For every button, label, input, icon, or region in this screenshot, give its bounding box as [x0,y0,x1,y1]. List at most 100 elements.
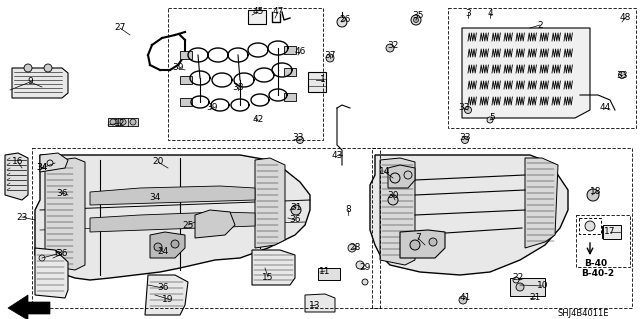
Polygon shape [462,28,590,118]
Text: 37: 37 [324,50,336,60]
Text: 22: 22 [513,273,524,283]
Text: 17: 17 [604,227,616,236]
Text: 30: 30 [387,191,399,201]
Text: 5: 5 [489,113,495,122]
Circle shape [386,44,394,52]
Text: 24: 24 [157,248,168,256]
Polygon shape [380,158,415,265]
Polygon shape [145,275,188,315]
Text: 33: 33 [460,133,471,143]
Circle shape [429,238,437,246]
Text: 43: 43 [332,151,342,160]
Text: 42: 42 [252,115,264,124]
Text: 7: 7 [415,234,421,242]
Text: 33: 33 [292,133,304,143]
Circle shape [413,18,419,23]
Text: 33: 33 [616,70,628,79]
Text: 27: 27 [115,24,125,33]
Text: 35: 35 [412,11,424,19]
Circle shape [410,240,420,250]
Text: 46: 46 [294,48,306,56]
Text: 36: 36 [56,249,68,258]
Polygon shape [5,153,28,200]
Text: 48: 48 [620,13,630,23]
Circle shape [39,255,45,261]
Polygon shape [8,295,50,319]
Text: 32: 32 [387,41,399,49]
Text: 39: 39 [206,103,218,113]
Text: 18: 18 [590,188,602,197]
Circle shape [44,64,52,72]
Text: 23: 23 [16,212,28,221]
Bar [372,148,632,308]
Text: 33: 33 [458,103,470,113]
Text: 3: 3 [465,9,471,18]
Text: 14: 14 [380,167,390,176]
Bar [576,215,630,267]
Circle shape [587,189,599,201]
Polygon shape [150,232,185,258]
Bar [168,8,323,140]
Polygon shape [252,250,295,285]
Text: 34: 34 [149,194,161,203]
Polygon shape [388,165,415,188]
Bar [284,68,296,76]
Circle shape [362,279,368,285]
Text: 47: 47 [272,8,284,17]
Bar [180,98,192,106]
Bar [448,8,636,128]
Circle shape [291,205,301,215]
Polygon shape [90,212,255,232]
Text: 15: 15 [262,272,274,281]
Text: 39: 39 [172,63,184,72]
Circle shape [487,117,493,123]
Bar [32,148,380,308]
Text: 25: 25 [182,220,194,229]
Text: 10: 10 [537,281,548,291]
Circle shape [411,15,421,25]
Circle shape [296,137,303,144]
Polygon shape [40,153,68,172]
Text: 21: 21 [529,293,541,302]
Polygon shape [255,158,285,248]
Text: 6: 6 [54,249,60,258]
Polygon shape [400,230,445,258]
Circle shape [120,119,126,125]
Text: 45: 45 [252,8,264,17]
Polygon shape [45,158,85,270]
Text: 13: 13 [309,300,321,309]
Text: 36: 36 [157,284,169,293]
Circle shape [388,195,398,205]
Text: 2: 2 [537,20,543,29]
Circle shape [154,243,162,251]
Text: 8: 8 [345,205,351,214]
Text: 29: 29 [359,263,371,272]
Circle shape [348,244,356,252]
Polygon shape [90,186,255,205]
Bar [603,225,621,239]
Polygon shape [195,210,235,238]
Bar [248,10,266,24]
Text: 44: 44 [600,103,611,113]
Bar [284,46,296,54]
Text: 31: 31 [291,203,301,211]
Text: 9: 9 [27,78,33,86]
Circle shape [459,296,467,304]
Polygon shape [35,248,68,298]
Polygon shape [35,155,310,280]
Circle shape [516,283,524,291]
Polygon shape [370,155,568,275]
Polygon shape [12,68,68,98]
Text: 16: 16 [12,158,24,167]
Bar [579,218,601,234]
Bar [308,72,326,92]
Text: 19: 19 [163,294,173,303]
Circle shape [326,54,334,62]
Circle shape [171,240,179,248]
Text: 34: 34 [36,164,48,173]
Text: FR.: FR. [33,303,51,313]
Text: 4: 4 [487,9,493,18]
Bar [510,278,545,296]
Circle shape [465,107,472,114]
Bar [318,268,340,280]
